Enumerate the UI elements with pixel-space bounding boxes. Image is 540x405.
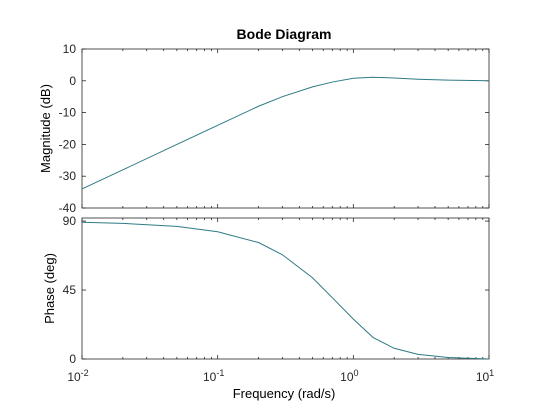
phase-panel: 90 45 0 Phase (deg) [42, 214, 490, 366]
x-tick-label: 100 [340, 368, 358, 384]
phase-series-line [81, 221, 490, 360]
x-tick-label: 101 [476, 368, 494, 384]
chart-title: Bode Diagram [237, 26, 332, 42]
phase-ytick-label: 45 [63, 283, 77, 297]
magnitude-axes-frame [81, 48, 490, 209]
magnitude-ticks: 10 0 -10 -20 -30 -40 [59, 42, 490, 215]
magnitude-ytick-label: 0 [69, 74, 76, 88]
x-tick-label: 10-2 [67, 368, 88, 384]
x-tick-label: 10-1 [203, 368, 224, 384]
magnitude-ytick-label: -10 [59, 106, 77, 120]
magnitude-ytick-label: -40 [59, 201, 77, 215]
phase-axes-frame [81, 217, 490, 360]
magnitude-panel: 10 0 -10 -20 -30 -40 Magnitude (dB) [38, 42, 490, 215]
magnitude-ylabel: Magnitude (dB) [38, 84, 53, 173]
phase-ytick-label: 90 [63, 214, 77, 228]
x-axis-label: Frequency (rad/s) [233, 386, 336, 401]
magnitude-series-line [81, 76, 490, 190]
phase-ticks: 90 45 0 [63, 214, 490, 366]
magnitude-ytick-label: -30 [59, 169, 77, 183]
phase-ylabel: Phase (deg) [42, 253, 57, 324]
magnitude-ytick-label: 10 [63, 42, 77, 56]
magnitude-ytick-label: -20 [59, 137, 77, 151]
x-axis-ticks: 10-2 10-1 100 101 [67, 368, 494, 384]
phase-ytick-label: 0 [69, 352, 76, 366]
